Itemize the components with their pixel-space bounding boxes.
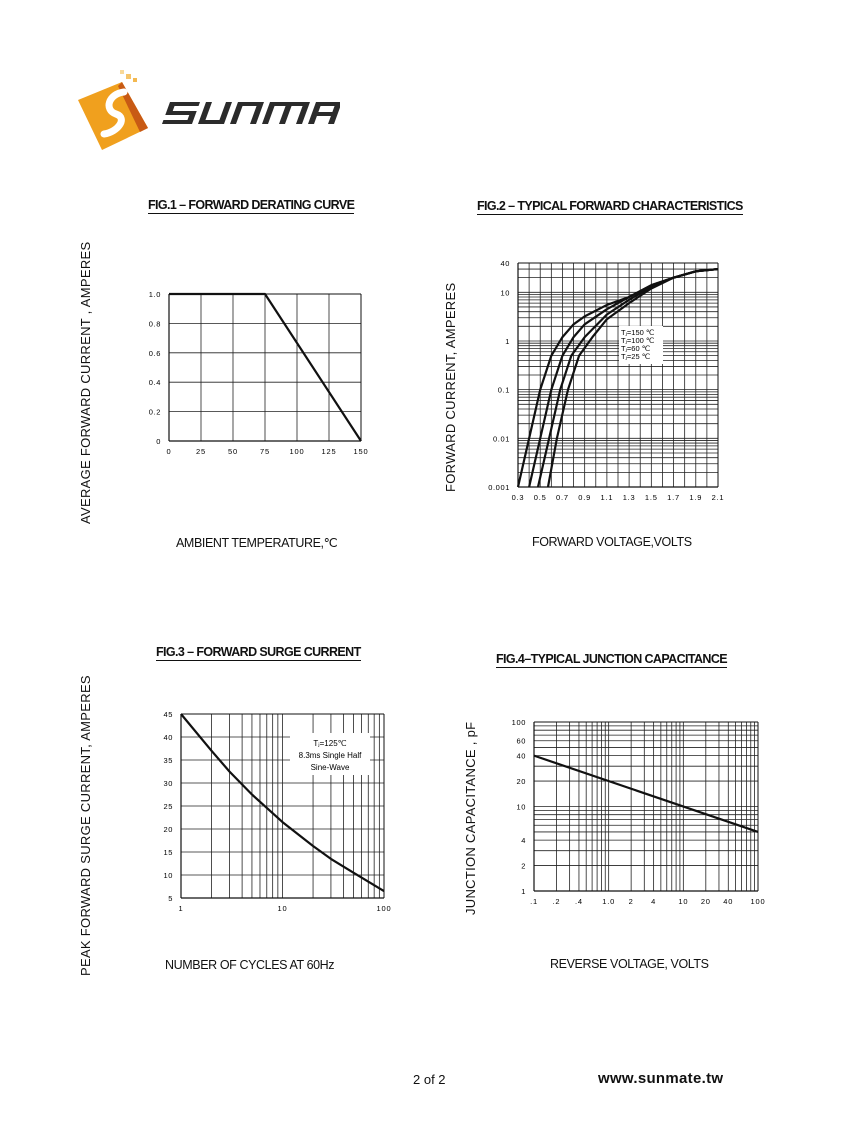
- fig4-y-tick-label: 60: [516, 737, 526, 746]
- fig1-x-tick-label: 0: [167, 447, 172, 456]
- fig3-y-tick-label: 20: [163, 825, 173, 834]
- fig2-y-tick-label: 0.1: [498, 386, 510, 395]
- fig2-title: FIG.2 – TYPICAL FORWARD CHARACTERISTICS: [477, 199, 743, 215]
- fig2-x-tick-label: 1.5: [645, 493, 658, 502]
- page-number: 2 of 2: [413, 1072, 446, 1087]
- fig3-title: FIG.3 – FORWARD SURGE CURRENT: [156, 645, 361, 661]
- fig4-x-tick-label: .1: [530, 897, 538, 906]
- fig1-x-tick-label: 25: [196, 447, 206, 456]
- fig2-x-tick-label: 1.1: [600, 493, 613, 502]
- fig2-y-tick-label: 0.01: [493, 434, 510, 443]
- fig4-x-tick-label: 20: [701, 897, 711, 906]
- fig2-x-axis-label: FORWARD VOLTAGE,VOLTS: [532, 535, 692, 549]
- fig3-series-surge: [180, 713, 385, 893]
- fig3-y-tick-label: 5: [168, 894, 173, 903]
- fig2-y-tick-label: 10: [500, 288, 510, 297]
- fig3-y-tick-label: 40: [163, 733, 173, 742]
- fig2-y-tick-label: 40: [500, 259, 510, 268]
- fig4-x-tick-label: 100: [751, 897, 766, 906]
- fig2-y-tick-label: 1: [505, 337, 510, 346]
- fig2-x-tick-label: 1.3: [623, 493, 636, 502]
- fig2-legend-item: Tⱼ=150 ℃: [621, 328, 655, 337]
- logo-wordmark: [161, 102, 340, 124]
- fig1-y-tick-label: 0.4: [149, 378, 161, 387]
- fig2-x-tick-label: 0.7: [556, 493, 569, 502]
- sunmate-logo: [78, 70, 340, 150]
- fig2-x-tick-label: 1.7: [667, 493, 680, 502]
- fig3-x-tick-label: 100: [377, 904, 392, 913]
- fig2-x-tick-label: 0.5: [534, 493, 547, 502]
- fig1-x-tick-label: 50: [228, 447, 238, 456]
- fig3-y-tick-label: 25: [163, 802, 173, 811]
- fig2-series-TJ=25: [546, 267, 719, 488]
- fig3-annotation-line: Tⱼ=125℃: [313, 739, 346, 748]
- fig3-y-tick-label: 30: [163, 779, 173, 788]
- fig3-y-tick-label: 35: [163, 756, 173, 765]
- fig2-legend-item: Tⱼ=25 ℃: [621, 352, 651, 361]
- fig4-y-tick-label: 20: [516, 777, 526, 786]
- fig4-x-tick-label: .2: [553, 897, 561, 906]
- fig2-legend-box: [619, 326, 663, 364]
- fig3-annotation-line: 8.3ms Single Half: [299, 751, 362, 760]
- fig2-legend-item: Tⱼ=60 ℃: [621, 344, 651, 353]
- fig4-y-tick-label: 10: [516, 803, 526, 812]
- fig3-x-axis-label: NUMBER OF CYCLES AT 60Hz: [165, 958, 335, 972]
- fig1-x-tick-label: 75: [260, 447, 270, 456]
- fig2-x-tick-label: 0.9: [578, 493, 591, 502]
- website-link[interactable]: www.sunmate.tw: [598, 1070, 724, 1087]
- fig4-x-tick-label: 4: [651, 897, 656, 906]
- fig4-series-capacitance: [533, 754, 759, 833]
- fig1-x-tick-label: 100: [290, 447, 305, 456]
- fig4-y-tick-label: 2: [521, 862, 526, 871]
- fig1-x-axis-label: AMBIENT TEMPERATURE,℃: [176, 536, 338, 550]
- fig4-x-tick-label: 1.0: [602, 897, 615, 906]
- fig4-y-tick-label: 40: [516, 752, 526, 761]
- fig1-y-tick-label: 1.0: [149, 290, 161, 299]
- fig1-series-derating: [169, 292, 362, 442]
- fig1-x-tick-label: 150: [354, 447, 369, 456]
- fig3-y-tick-label: 10: [163, 871, 173, 880]
- fig4-x-axis-label: REVERSE VOLTAGE, VOLTS: [550, 957, 709, 971]
- fig1-title: FIG.1 – FORWARD DERATING CURVE: [148, 198, 355, 214]
- fig1-y-tick-label: 0.2: [149, 408, 161, 417]
- fig4-y-tick-label: 100: [512, 718, 526, 727]
- fig1-y-tick-label: 0.6: [149, 349, 161, 358]
- fig4-y-tick-label: 4: [521, 836, 526, 845]
- fig4-x-tick-label: .4: [575, 897, 583, 906]
- fig3-annotation-line: Sine-Wave: [311, 763, 350, 772]
- fig3-y-tick-label: 45: [163, 710, 173, 719]
- fig2-x-tick-label: 1.9: [689, 493, 702, 502]
- fig4-x-tick-label: 10: [678, 897, 688, 906]
- fig3-y-tick-label: 15: [163, 848, 173, 857]
- fig2-x-tick-label: 2.1: [712, 493, 725, 502]
- fig3-annotation-box: [290, 733, 370, 775]
- fig1-x-tick-label: 125: [322, 447, 337, 456]
- fig3-x-tick-label: 1: [179, 904, 184, 913]
- fig4-x-tick-label: 40: [723, 897, 733, 906]
- fig2-legend-item: Tⱼ=100 ℃: [621, 336, 655, 345]
- fig3-x-tick-label: 10: [278, 904, 288, 913]
- fig1-y-tick-label: 0.8: [149, 319, 161, 328]
- fig1-y-tick-label: 0: [156, 437, 161, 446]
- fig4-title: FIG.4–TYPICAL JUNCTION CAPACITANCE: [496, 652, 728, 668]
- fig2-x-tick-label: 0.3: [512, 493, 525, 502]
- fig4-y-tick-label: 1: [521, 887, 526, 896]
- fig4-x-tick-label: 2: [629, 897, 634, 906]
- logo-mark: [78, 70, 148, 150]
- fig2-y-tick-label: 0.001: [488, 483, 510, 492]
